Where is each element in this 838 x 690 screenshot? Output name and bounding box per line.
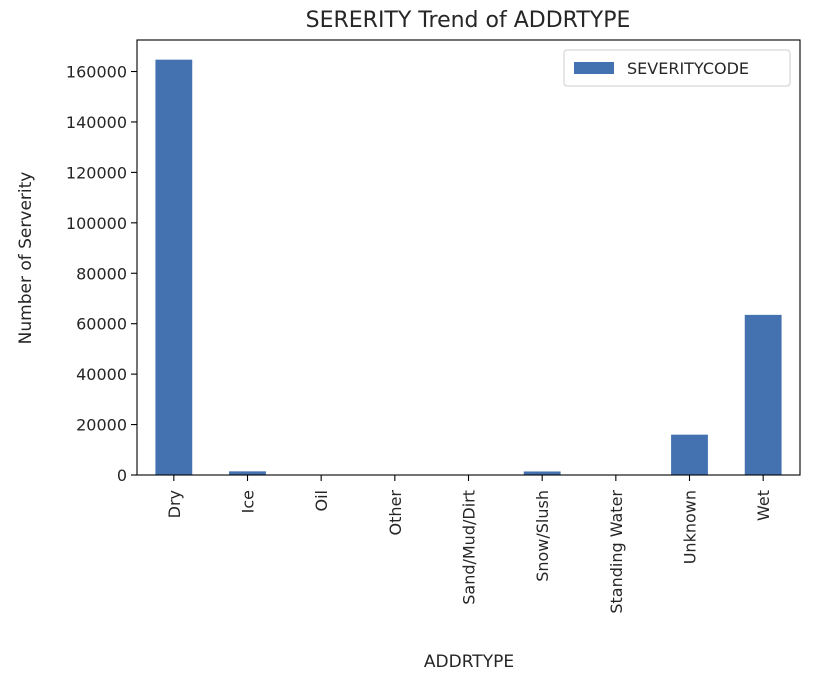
x-tick-label: Wet bbox=[754, 490, 773, 521]
legend-swatch bbox=[574, 62, 614, 74]
x-axis: Dry Ice Oil Other Sand/Mud/Dirt Snow/Slush Sta… bbox=[165, 475, 773, 614]
plot-area bbox=[136, 39, 801, 476]
y-tick-label: 0 bbox=[117, 466, 127, 485]
bar-snow-slush bbox=[523, 471, 561, 475]
x-tick-label: Unknown bbox=[681, 490, 700, 564]
x-tick-label: Oil bbox=[312, 490, 331, 511]
bar-unknown bbox=[671, 434, 708, 475]
bar-ice bbox=[229, 471, 266, 475]
y-tick-label: 160000 bbox=[66, 63, 127, 82]
plot-frame bbox=[136, 39, 801, 476]
bar-dry bbox=[155, 59, 193, 476]
x-tick-label: Sand/Mud/Dirt bbox=[460, 490, 479, 605]
bar-wet bbox=[744, 314, 782, 475]
legend: SEVERITYCODE bbox=[563, 49, 791, 87]
y-tick-label: 40000 bbox=[76, 365, 127, 384]
y-tick-label: 140000 bbox=[66, 113, 127, 132]
x-axis-label: ADDRTYPE bbox=[424, 652, 514, 672]
x-tick-label: Dry bbox=[165, 490, 184, 518]
x-tick-label: Ice bbox=[239, 490, 258, 513]
y-axis: 0 20000 40000 60000 80000 100000 120000 140000 1… bbox=[66, 63, 137, 485]
chart-title: SERERITY Trend of ADDRTYPE bbox=[306, 8, 631, 33]
y-axis-label: Number of Serverity bbox=[16, 172, 36, 345]
y-tick-label: 100000 bbox=[66, 214, 127, 233]
y-tick-label: 80000 bbox=[76, 264, 127, 283]
legend-label: SEVERITYCODE bbox=[627, 59, 749, 78]
x-tick-label: Other bbox=[386, 490, 405, 536]
y-tick-label: 120000 bbox=[66, 163, 127, 182]
legend-box bbox=[563, 49, 791, 87]
x-tick-label: Snow/Slush bbox=[533, 490, 552, 582]
y-tick-label: 20000 bbox=[76, 416, 127, 435]
y-tick-label: 60000 bbox=[76, 315, 127, 334]
x-tick-label: Standing Water bbox=[607, 490, 626, 614]
